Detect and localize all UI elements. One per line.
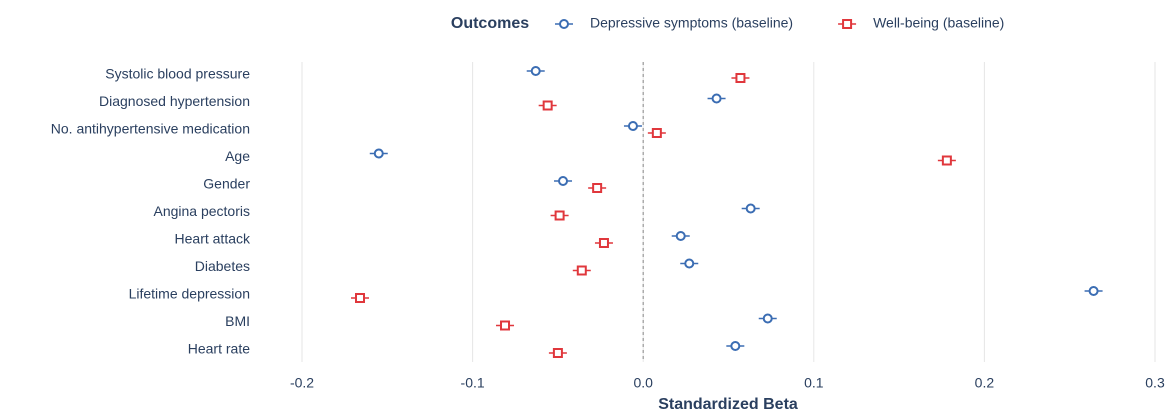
data-point xyxy=(735,73,746,83)
y-tick-label: Heart rate xyxy=(188,341,250,357)
legend-label: Depressive symptoms (baseline) xyxy=(590,15,793,31)
data-point xyxy=(711,93,722,104)
y-tick-label: Gender xyxy=(203,176,250,192)
data-point xyxy=(592,183,603,193)
data-point xyxy=(373,148,384,159)
x-tick-label: -0.2 xyxy=(290,375,314,391)
legend-symbol xyxy=(559,19,569,29)
y-tick-label: Angina pectoris xyxy=(153,203,250,219)
y-tick-label: BMI xyxy=(225,313,250,329)
y-tick-label: Heart attack xyxy=(175,231,251,247)
legend-title: Outcomes xyxy=(451,15,529,32)
legend-label: Well-being (baseline) xyxy=(873,15,1004,31)
data-point xyxy=(558,176,569,186)
data-point xyxy=(627,121,638,131)
data-point xyxy=(675,231,686,241)
y-tick-label: Age xyxy=(225,148,250,164)
y-tick-label: Diagnosed hypertension xyxy=(99,93,250,109)
y-tick-label: Systolic blood pressure xyxy=(105,66,250,82)
y-tick-label: Lifetime depression xyxy=(129,286,250,302)
data-point xyxy=(552,348,563,358)
data-point xyxy=(598,238,609,248)
data-point xyxy=(762,313,773,324)
x-tick-label: 0.2 xyxy=(975,375,995,391)
data-point xyxy=(1088,286,1099,296)
data-point xyxy=(684,258,695,269)
data-point xyxy=(745,203,756,214)
data-point xyxy=(554,210,565,221)
data-point xyxy=(355,293,366,303)
legend-symbol xyxy=(842,19,853,29)
x-tick-label: 0.0 xyxy=(633,375,653,391)
data-point xyxy=(730,341,741,351)
y-tick-label: No. antihypertensive medication xyxy=(51,121,250,137)
data-point xyxy=(651,128,662,138)
x-axis-title: Standardized Beta xyxy=(658,396,798,413)
y-tick-label: Diabetes xyxy=(195,258,250,274)
data-point xyxy=(941,155,952,166)
data-point xyxy=(576,265,587,276)
x-tick-label: -0.1 xyxy=(461,375,485,391)
x-tick-label: 0.3 xyxy=(1145,375,1165,391)
x-tick-label: 0.1 xyxy=(804,375,824,391)
data-point xyxy=(542,100,553,111)
data-point xyxy=(530,66,541,76)
data-point xyxy=(500,320,511,331)
